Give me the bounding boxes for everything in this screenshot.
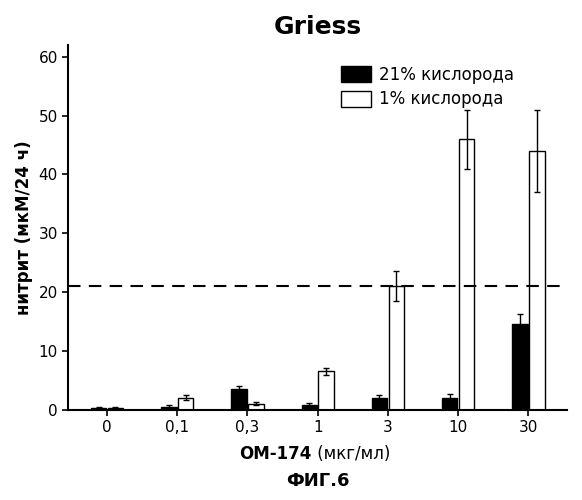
Bar — [372, 398, 387, 409]
Bar — [318, 372, 334, 410]
Legend: 21% кислорода, 1% кислорода: 21% кислорода, 1% кислорода — [336, 60, 519, 114]
Bar — [178, 398, 193, 409]
Text: ФИГ.6: ФИГ.6 — [286, 472, 349, 490]
Bar — [459, 139, 474, 409]
Bar — [248, 404, 264, 409]
Bar — [529, 151, 545, 409]
Bar — [442, 398, 457, 409]
Title: Griess: Griess — [274, 15, 362, 39]
Bar — [512, 324, 528, 410]
Bar — [231, 389, 247, 409]
Bar — [91, 408, 107, 410]
Bar — [161, 406, 176, 410]
Text: (мкг/мл): (мкг/мл) — [312, 444, 390, 462]
Bar — [389, 286, 404, 410]
Bar — [108, 408, 123, 410]
Bar — [301, 405, 317, 409]
Text: ОМ-174: ОМ-174 — [239, 444, 312, 462]
Y-axis label: нитрит (мкМ/24 ч): нитрит (мкМ/24 ч) — [15, 140, 33, 314]
